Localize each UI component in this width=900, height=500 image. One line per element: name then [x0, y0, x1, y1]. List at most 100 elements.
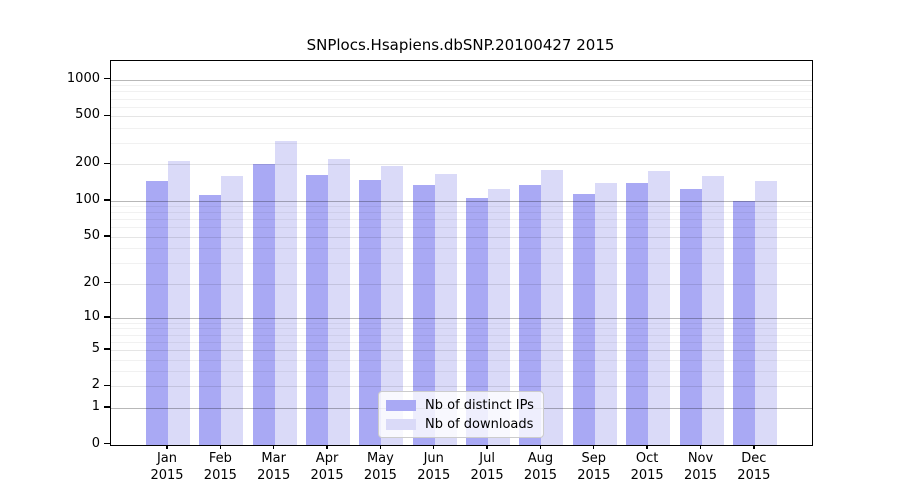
- month-label: Jun: [423, 451, 444, 466]
- gridline: [111, 164, 812, 166]
- bar: [306, 175, 329, 445]
- legend-label: Nb of distinct IPs: [425, 397, 534, 413]
- y-tick-mark: [104, 114, 110, 116]
- x-tick-mark: [273, 444, 275, 449]
- x-axis-tick-label: Jul 2015: [459, 450, 515, 484]
- y-tick-mark: [104, 235, 110, 237]
- x-tick-mark: [646, 444, 648, 449]
- y-axis-tick-label: 5: [91, 340, 100, 356]
- gridline: [111, 116, 812, 118]
- y-axis-tick-label: 1000: [66, 70, 100, 86]
- x-axis-tick-label: May 2015: [352, 450, 408, 484]
- y-axis-tick-label: 1: [91, 398, 100, 414]
- bar: [199, 194, 222, 445]
- y-tick-mark: [104, 316, 110, 318]
- bar: [572, 194, 595, 445]
- y-axis-tick-label: 0: [91, 435, 100, 451]
- month-label: Mar: [261, 451, 286, 466]
- year-label: 2015: [203, 468, 237, 483]
- bar: [679, 189, 702, 445]
- legend-row: Nb of downloads: [386, 416, 534, 432]
- legend-swatch: [386, 399, 416, 411]
- x-tick-mark: [539, 444, 542, 449]
- bar: [381, 165, 404, 445]
- y-axis-tick-label: 50: [83, 227, 100, 243]
- x-axis-tick-label: Jan 2015: [139, 450, 195, 484]
- month-label: Dec: [741, 451, 767, 466]
- x-axis-tick-label: Oct 2015: [619, 450, 675, 484]
- month-label: Oct: [635, 451, 659, 466]
- bar: [466, 197, 489, 445]
- month-label: Sep: [581, 451, 607, 466]
- bar: [754, 180, 777, 445]
- x-axis-tick-label: Nov 2015: [673, 450, 729, 484]
- x-tick-mark: [379, 444, 382, 449]
- bar: [168, 160, 190, 445]
- y-tick-mark: [104, 384, 110, 387]
- plot-area: [110, 60, 813, 446]
- y-tick-mark: [104, 162, 110, 165]
- bar: [732, 200, 755, 445]
- bar: [648, 170, 671, 445]
- gridline: [111, 128, 812, 130]
- x-axis-tick-label: Dec 2015: [726, 450, 782, 484]
- y-tick-mark: [104, 348, 110, 350]
- year-label: 2015: [310, 468, 344, 483]
- month-label: Apr: [315, 451, 339, 466]
- bar: [488, 189, 511, 445]
- bar: [359, 179, 382, 445]
- month-label: Nov: [687, 451, 714, 466]
- gridline: [111, 85, 812, 87]
- year-label: 2015: [683, 468, 718, 483]
- month-label: Feb: [208, 451, 232, 466]
- y-tick-mark: [104, 406, 110, 408]
- gridline: [111, 143, 812, 145]
- legend-row: Nb of distinct IPs: [386, 397, 534, 413]
- y-axis-tick-label: 20: [83, 274, 100, 290]
- bar: [626, 183, 649, 445]
- year-label: 2015: [523, 468, 557, 483]
- x-tick-mark: [326, 444, 328, 449]
- bar: [701, 176, 724, 445]
- x-tick-mark: [219, 444, 222, 449]
- year-label: 2015: [577, 468, 611, 483]
- gridline: [111, 91, 812, 93]
- x-tick-mark: [753, 444, 755, 449]
- y-tick-mark: [104, 78, 110, 80]
- x-tick-mark: [699, 444, 702, 449]
- year-label: 2015: [363, 468, 397, 483]
- y-axis-tick-label: 2: [91, 377, 100, 393]
- bar: [146, 181, 168, 445]
- x-axis-tick-label: Apr 2015: [299, 450, 355, 484]
- bar: [328, 159, 351, 445]
- y-axis-tick-label: 500: [75, 107, 100, 123]
- x-tick-mark: [593, 444, 595, 449]
- y-axis-tick-label: 100: [75, 191, 100, 207]
- year-label: 2015: [150, 468, 184, 483]
- year-label: 2015: [417, 468, 451, 483]
- month-label: Jul: [479, 451, 495, 466]
- gridline: [111, 79, 812, 81]
- bar: [519, 185, 542, 445]
- x-axis-tick-label: Sep 2015: [566, 450, 622, 484]
- month-label: Jan: [156, 451, 178, 466]
- y-tick-mark: [104, 442, 110, 445]
- x-tick-mark: [486, 444, 488, 449]
- bar: [434, 173, 457, 445]
- x-axis-tick-label: Jun 2015: [406, 450, 462, 484]
- month-label: Aug: [527, 451, 554, 466]
- gridline: [111, 98, 812, 100]
- y-axis-tick-label: 200: [75, 155, 100, 171]
- y-axis-tick-label: 10: [83, 308, 100, 324]
- bar: [541, 170, 564, 445]
- year-label: 2015: [470, 468, 504, 483]
- chart-title: SNPlocs.Hsapiens.dbSNP.20100427 2015: [306, 36, 615, 54]
- x-axis-tick-label: Mar 2015: [246, 450, 302, 484]
- bar: [274, 140, 297, 445]
- x-tick-mark: [166, 444, 168, 449]
- gridline: [111, 106, 812, 108]
- x-axis-tick-label: Aug 2015: [512, 450, 568, 484]
- year-label: 2015: [737, 468, 771, 483]
- month-label: May: [366, 451, 394, 466]
